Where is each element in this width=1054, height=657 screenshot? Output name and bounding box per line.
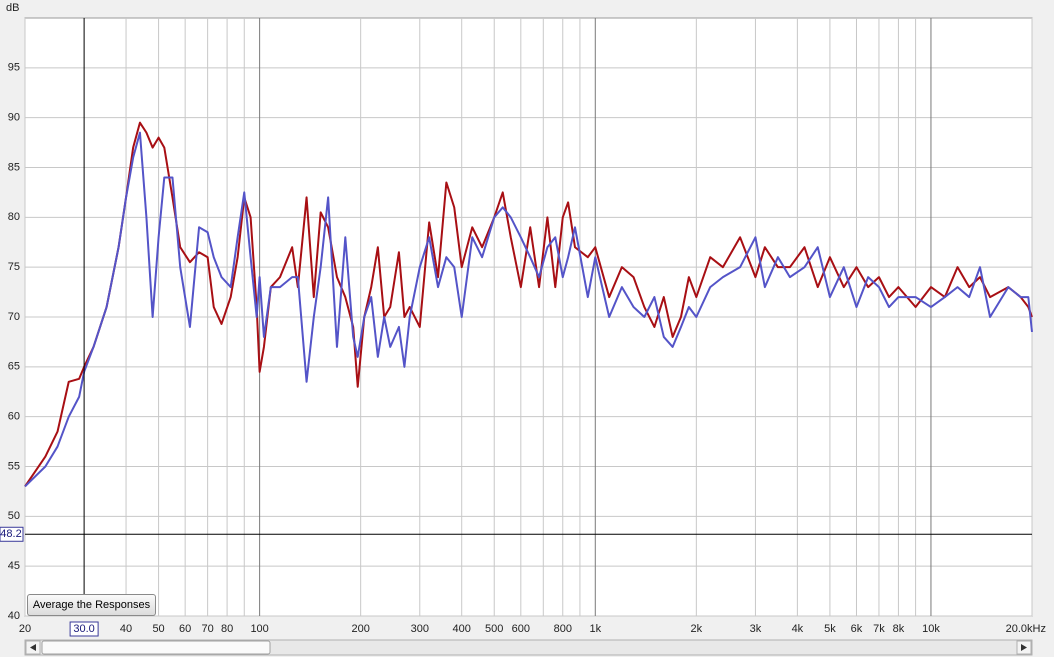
x-tick-label: 50 [152, 623, 164, 635]
x-tick-label: 100 [250, 623, 268, 635]
x-tick-label: 500 [485, 623, 503, 635]
scroll-thumb[interactable] [41, 640, 271, 655]
cursor-y-label: 48.2 [0, 528, 21, 540]
x-tick-label: 300 [411, 623, 429, 635]
response-line [24, 121, 1033, 487]
grid [24, 18, 1033, 617]
x-tick-label: 800 [554, 623, 572, 635]
x-tick-label: 2k [691, 623, 703, 635]
average-button[interactable]: Average the Responses [27, 594, 156, 616]
x-tick-label: 7k [873, 623, 885, 635]
arrow-icon [1021, 644, 1027, 651]
y-tick-label: 85 [8, 161, 20, 173]
y-tick-label: 40 [8, 610, 20, 622]
x-tick-label: 10k [922, 623, 940, 635]
y-tick-label: 75 [8, 261, 20, 273]
x-tick-label: 60 [179, 623, 191, 635]
x-tick-label: 600 [512, 623, 530, 635]
y-tick-label: 90 [8, 112, 20, 124]
x-tick-label: 8k [893, 623, 905, 635]
x-tick-label: 4k [792, 623, 804, 635]
cursor-box [0, 526, 24, 542]
x-tick-label: 70 [202, 623, 214, 635]
x-tick-label: 6k [851, 623, 863, 635]
y-tick-label: 80 [8, 211, 20, 223]
y-tick-label: 60 [8, 411, 20, 423]
x-tick-label: 20 [19, 623, 31, 635]
cursor-x-label: 30.0 [73, 623, 94, 635]
x-tick-label: 400 [453, 623, 471, 635]
x-tick-label: 3k [750, 623, 762, 635]
response-line [24, 131, 1033, 488]
scroll-track [24, 639, 1033, 656]
y-unit: dB [6, 2, 19, 14]
x-tick-label: 1k [589, 623, 601, 635]
arrow-icon [30, 644, 36, 651]
lines [24, 18, 1033, 616]
y-tick-label: 95 [8, 62, 20, 74]
x-tick-label: 20.0kHz [1006, 623, 1046, 635]
scrollbar [24, 639, 1033, 656]
x-tick-label: 200 [351, 623, 369, 635]
y-tick-label: 65 [8, 361, 20, 373]
y-tick-label: 50 [8, 510, 20, 522]
x-tick-label: 80 [221, 623, 233, 635]
y-tick-label: 45 [8, 560, 20, 572]
y-tick-label: 55 [8, 460, 20, 472]
y-tick-label: 70 [8, 311, 20, 323]
x-tick-label: 5k [824, 623, 836, 635]
cursor-box [69, 621, 99, 637]
x-tick-label: 40 [120, 623, 132, 635]
